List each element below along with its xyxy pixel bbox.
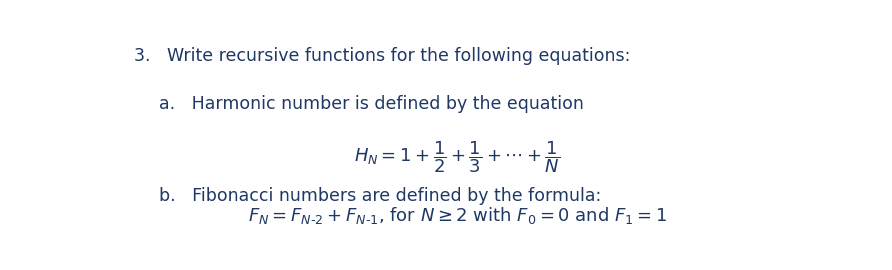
Text: $F_N = F_{N\text{-}2} + F_{N\text{-}1}\text{, for }N \geq 2\text{ with }F_0 = 0\: $F_N = F_{N\text{-}2} + F_{N\text{-}1}\t… xyxy=(248,205,666,226)
Text: a.   Harmonic number is defined by the equation: a. Harmonic number is defined by the equ… xyxy=(159,95,583,113)
Text: b.   Fibonacci numbers are defined by the formula:: b. Fibonacci numbers are defined by the … xyxy=(159,187,600,205)
Text: 3.   Write recursive functions for the following equations:: 3. Write recursive functions for the fol… xyxy=(134,47,630,65)
Text: $H_N = 1 + \dfrac{1}{2} + \dfrac{1}{3} + \cdots + \dfrac{1}{N}$: $H_N = 1 + \dfrac{1}{2} + \dfrac{1}{3} +… xyxy=(354,140,560,175)
